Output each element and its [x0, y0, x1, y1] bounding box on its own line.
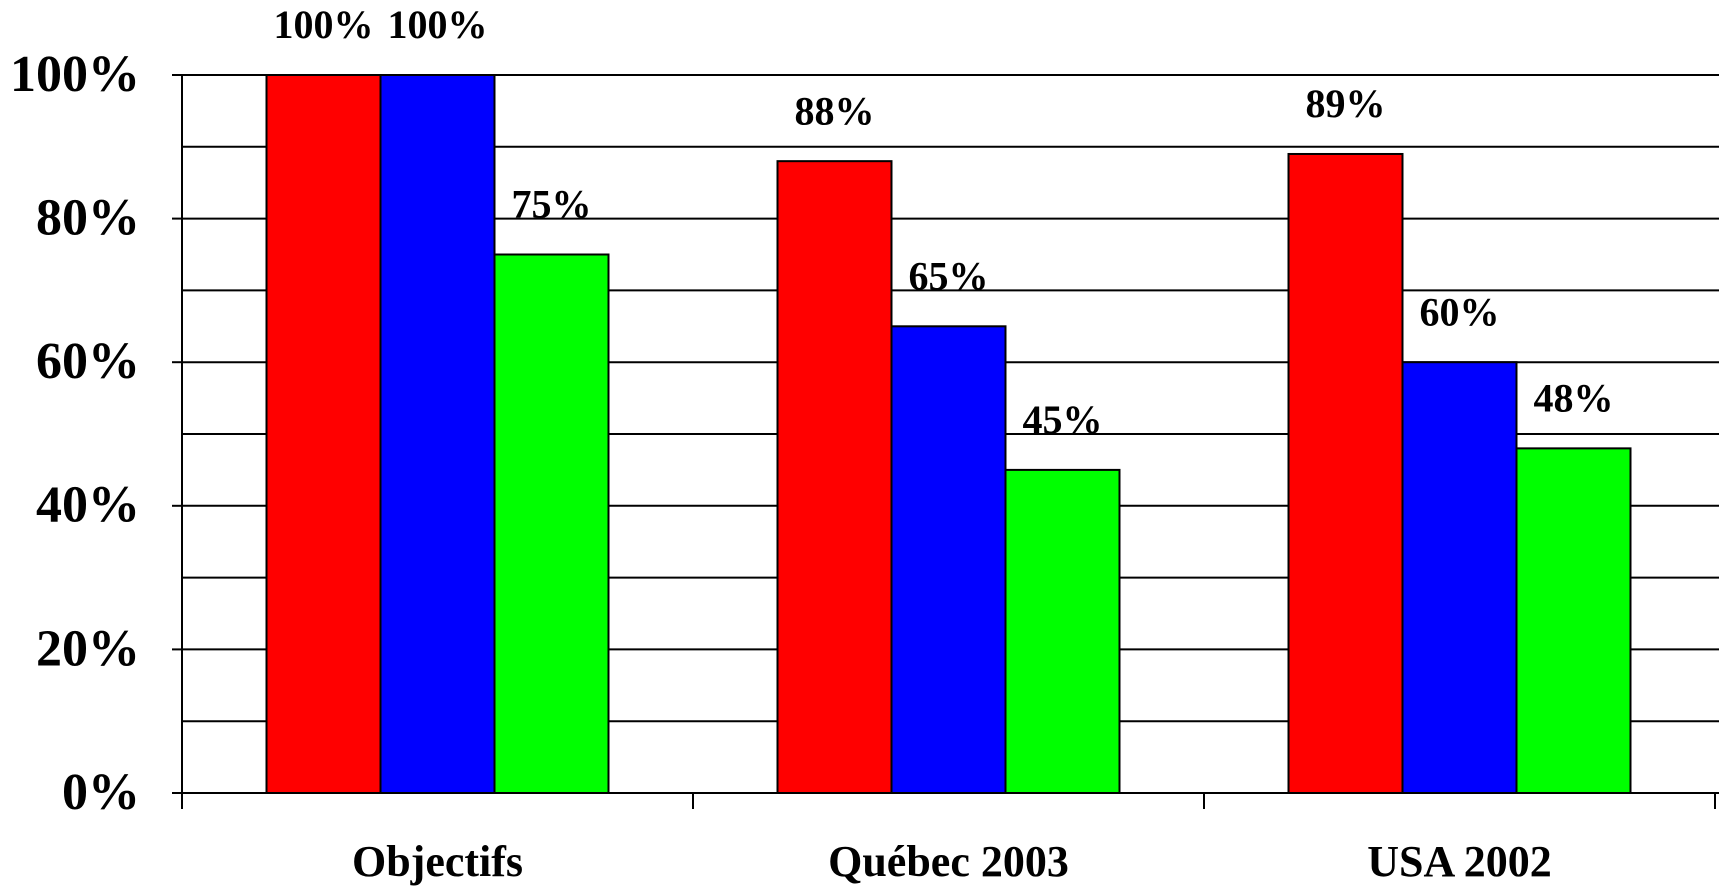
- value-label: 75%: [512, 182, 592, 227]
- bar: [265, 74, 382, 794]
- y-tick-label: 40%: [36, 477, 140, 534]
- bar: [1287, 152, 1404, 795]
- value-label: 88%: [795, 88, 875, 133]
- bar: [1004, 468, 1121, 794]
- x-tick-label: Objectifs: [352, 837, 523, 886]
- value-label: 65%: [909, 253, 989, 298]
- value-label: 89%: [1306, 81, 1386, 126]
- value-label: 60%: [1420, 289, 1500, 334]
- y-tick-label: 100%: [10, 46, 140, 103]
- y-tick-label: 20%: [36, 620, 140, 677]
- x-tick-label: USA 2002: [1367, 837, 1552, 886]
- value-label: 100%: [274, 2, 374, 47]
- bar: [493, 253, 610, 794]
- y-tick-label: 60%: [36, 333, 140, 390]
- bar: [890, 325, 1007, 794]
- value-label: 45%: [1023, 397, 1103, 442]
- bar: [776, 160, 893, 795]
- value-label: 100%: [388, 2, 488, 47]
- bar: [1515, 447, 1632, 794]
- bar: [379, 74, 496, 794]
- y-tick-label: 80%: [36, 190, 140, 247]
- x-tick-label: Québec 2003: [828, 837, 1069, 886]
- y-tick-label: 0%: [62, 764, 140, 821]
- value-label: 48%: [1534, 376, 1614, 421]
- bar: [1401, 361, 1518, 794]
